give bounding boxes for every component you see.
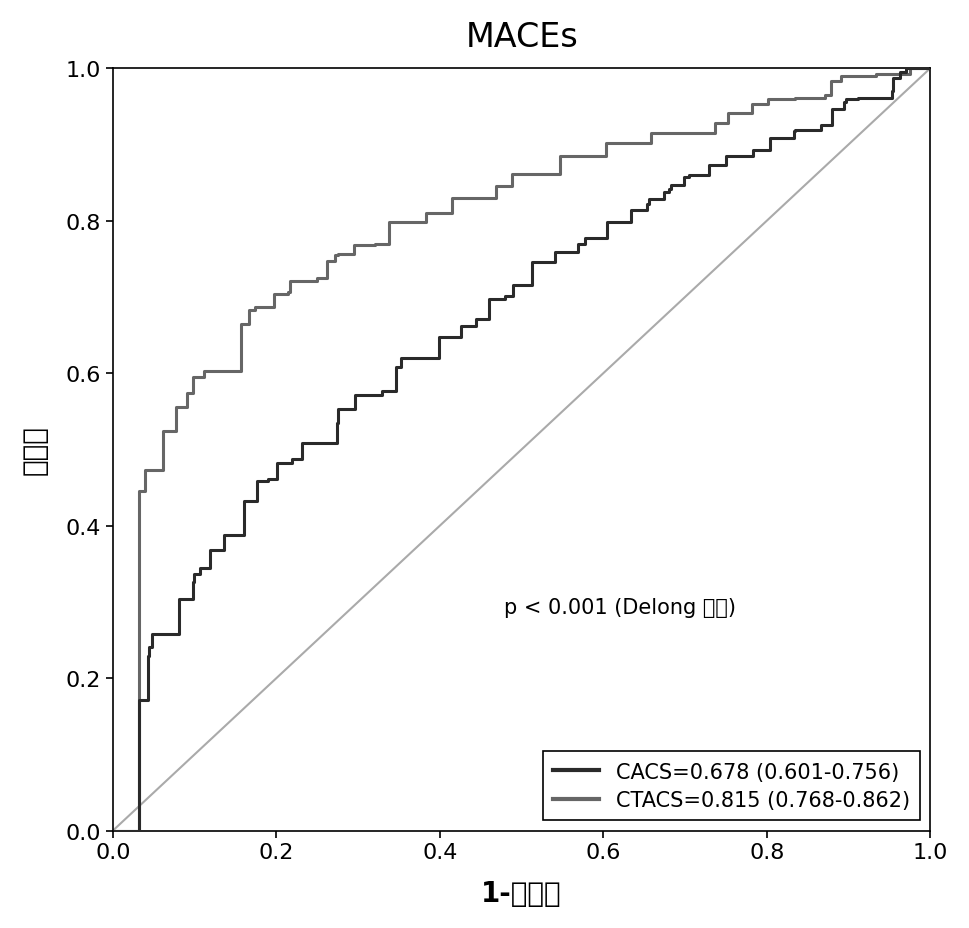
Legend: CACS=0.678 (0.601-0.756), CTACS=0.815 (0.768-0.862): CACS=0.678 (0.601-0.756), CTACS=0.815 (0… xyxy=(543,752,920,820)
Title: MACEs: MACEs xyxy=(465,20,578,54)
Y-axis label: 敏感性: 敏感性 xyxy=(20,425,48,475)
Text: p < 0.001 (Delong 检验): p < 0.001 (Delong 检验) xyxy=(504,598,735,617)
X-axis label: 1-特异性: 1-特异性 xyxy=(482,879,562,908)
